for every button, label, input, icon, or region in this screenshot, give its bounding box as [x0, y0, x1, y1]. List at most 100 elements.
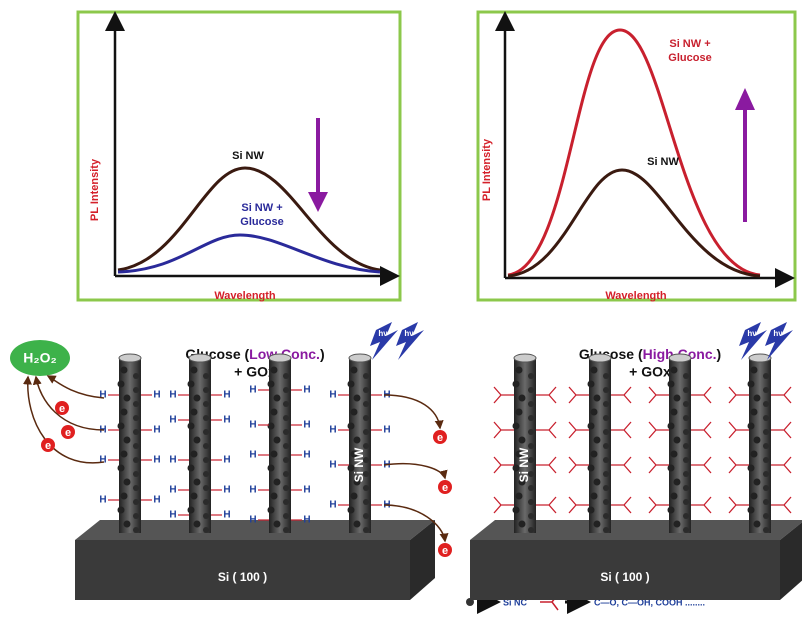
si-nc: [353, 436, 361, 444]
curve-label: Si NW: [647, 156, 679, 168]
electron-label: e: [442, 482, 448, 494]
si-nc: [283, 499, 289, 505]
si-nc: [283, 373, 289, 379]
functional-group: [691, 456, 712, 474]
functional-group: [691, 496, 712, 514]
functional-group: [493, 421, 514, 439]
h-label: H: [223, 390, 230, 401]
si-nc: [283, 415, 289, 421]
substrate-side: [780, 522, 802, 600]
si-nc: [203, 457, 209, 463]
si-nc: [670, 450, 678, 458]
electron: [55, 401, 69, 415]
electron: [438, 480, 452, 494]
nanowire-top: [118, 353, 142, 363]
si-nc: [750, 408, 758, 416]
h-label: H: [329, 425, 336, 436]
si-nc: [363, 401, 369, 407]
si-nc: [670, 408, 678, 416]
functional-group: [568, 456, 589, 474]
si-nc: [133, 401, 139, 407]
functional-group: [728, 496, 749, 514]
h-label: H: [99, 390, 106, 401]
si-nc: [512, 506, 520, 514]
si-nc: [117, 464, 125, 472]
si-nc: [270, 408, 278, 416]
si-nc: [347, 464, 355, 472]
si-nc: [763, 415, 769, 421]
curve: [117, 233, 381, 274]
h-label: H: [169, 485, 176, 496]
si-nc: [528, 373, 534, 379]
si-nc: [603, 485, 609, 491]
scheme-subtitle: + GOx: [629, 364, 671, 380]
curve: [507, 28, 761, 277]
photon: [370, 322, 398, 360]
si-nc: [683, 373, 689, 379]
si-nc: [683, 415, 689, 421]
si-nc: [603, 471, 609, 477]
h-label: H: [223, 415, 230, 426]
si-nc: [528, 527, 534, 533]
si-nc: [283, 513, 289, 519]
functional-group: [771, 456, 792, 474]
si-nc: [283, 485, 289, 491]
si-nc: [667, 506, 675, 514]
curve-label: Si NW +: [669, 38, 710, 50]
y-label: PL Intensity: [481, 138, 493, 201]
si-nc: [603, 429, 609, 435]
nanowire-top: [513, 353, 537, 363]
functional-group: [648, 421, 669, 439]
si-nc: [133, 373, 139, 379]
si-nc: [763, 443, 769, 449]
si-nc: [593, 394, 601, 402]
functional-group: [771, 421, 792, 439]
si-nc: [133, 471, 139, 477]
si-nc: [683, 485, 689, 491]
si-nc: [750, 366, 758, 374]
electron-label: e: [442, 545, 448, 557]
si-nc: [673, 394, 681, 402]
si-nc: [283, 387, 289, 393]
electron: [41, 438, 55, 452]
functional-group: [493, 386, 514, 404]
si-nc: [763, 373, 769, 379]
si-nc: [117, 506, 125, 514]
si-nc: [190, 408, 198, 416]
si-nc: [763, 471, 769, 477]
si-nc: [590, 366, 598, 374]
si-nc: [363, 527, 369, 533]
si-nc: [590, 492, 598, 500]
h-label: H: [169, 415, 176, 426]
h-label: H: [223, 510, 230, 521]
h-label: H: [329, 460, 336, 471]
nanowire-top: [748, 353, 772, 363]
si-nc: [117, 380, 125, 388]
nanowire-top: [268, 353, 292, 363]
functional-group: [728, 386, 749, 404]
si-nc: [203, 527, 209, 533]
si-nc: [203, 387, 209, 393]
si-nc: [363, 443, 369, 449]
functional-group: [536, 456, 557, 474]
si-nc: [133, 499, 139, 505]
si-nc: [350, 366, 358, 374]
si-nc: [512, 380, 520, 388]
photon-label: hν: [747, 329, 757, 338]
legend-text: Si NC: [503, 597, 528, 607]
functional-group: [493, 456, 514, 474]
functional-group: [611, 456, 632, 474]
nanowire-top: [588, 353, 612, 363]
electron-path: [383, 504, 449, 543]
si-nc: [673, 436, 681, 444]
si-nc: [603, 373, 609, 379]
si-nc: [363, 513, 369, 519]
title-part: ): [717, 346, 722, 362]
si-nc: [750, 450, 758, 458]
si-nc: [753, 394, 761, 402]
photon: [739, 322, 767, 360]
electron: [438, 543, 452, 557]
si-nc: [270, 492, 278, 500]
si-nc: [528, 401, 534, 407]
si-nc: [528, 429, 534, 435]
